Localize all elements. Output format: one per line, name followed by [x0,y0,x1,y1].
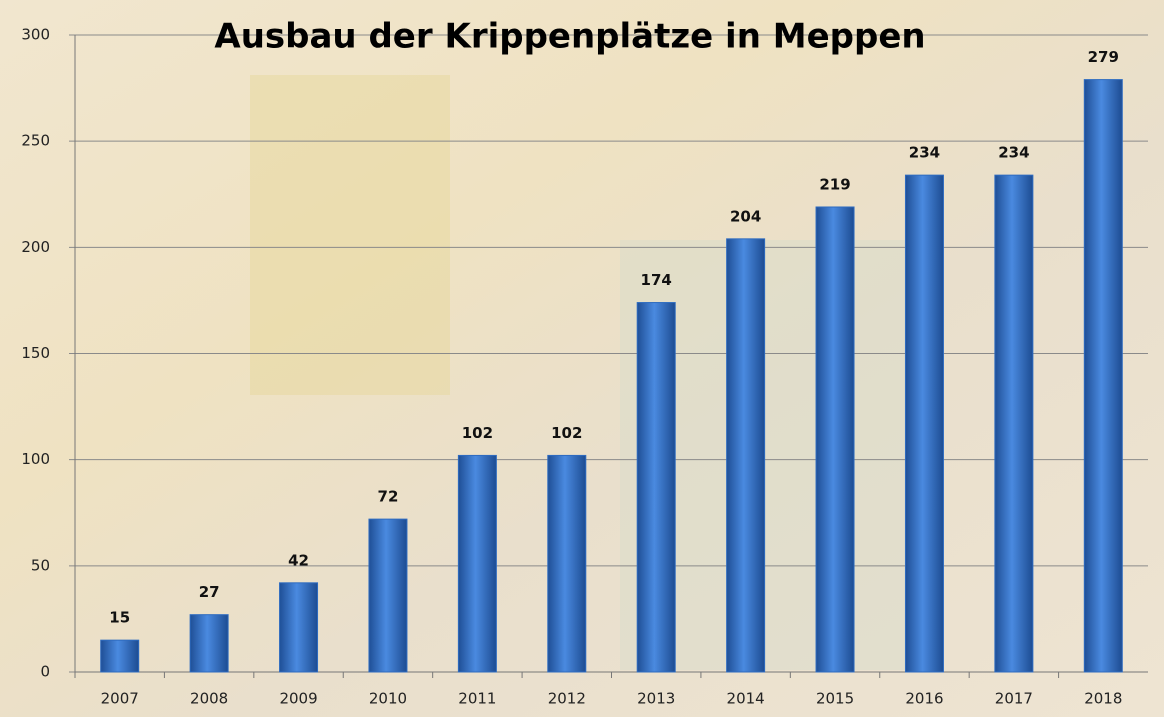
y-tick-label: 150 [21,344,50,362]
data-label: 219 [819,175,850,193]
data-label: 27 [199,583,220,601]
data-label: 72 [378,488,399,506]
data-label: 102 [462,424,493,442]
x-tick-label: 2012 [548,690,586,708]
y-tick-label: 200 [21,238,50,256]
y-tick-label: 0 [40,663,50,681]
bar [280,583,318,672]
bar [548,455,586,672]
bar [905,175,943,672]
bar [995,175,1033,672]
x-tick-label: 2015 [816,690,854,708]
bar [637,303,675,672]
chart: 0 50 100 150 200 250 300 2007 15 2008 27 2009 42 2010… [0,0,1164,717]
data-label: 234 [909,144,940,162]
x-tick-label: 2007 [101,690,139,708]
bar [458,455,496,672]
x-tick-label: 2010 [369,690,407,708]
x-tick-label: 2014 [727,690,765,708]
data-label: 15 [109,609,130,627]
x-tick-label: 2018 [1084,690,1122,708]
x-tick-label: 2013 [637,690,675,708]
data-label: 234 [998,144,1029,162]
y-tick-label: 250 [21,132,50,150]
data-label: 174 [641,271,672,289]
y-tick-label: 50 [31,556,50,574]
chart-title: Ausbau der Krippenplätze in Meppen [214,17,925,57]
bar [190,615,228,672]
bar [101,640,139,672]
data-label: 204 [730,207,761,225]
background-photo-window [250,75,450,395]
x-tick-label: 2009 [279,690,317,708]
x-tick-label: 2008 [190,690,228,708]
x-tick-label: 2016 [905,690,943,708]
bar [816,207,854,672]
data-label: 42 [288,551,309,569]
data-label: 279 [1088,48,1119,66]
data-label: 102 [551,424,582,442]
bar [1084,80,1122,672]
bar [369,519,407,672]
x-tick-label: 2017 [995,690,1033,708]
x-tick-label: 2011 [458,690,496,708]
bar [727,239,765,672]
y-tick-label: 300 [21,26,50,44]
y-tick-label: 100 [21,450,50,468]
